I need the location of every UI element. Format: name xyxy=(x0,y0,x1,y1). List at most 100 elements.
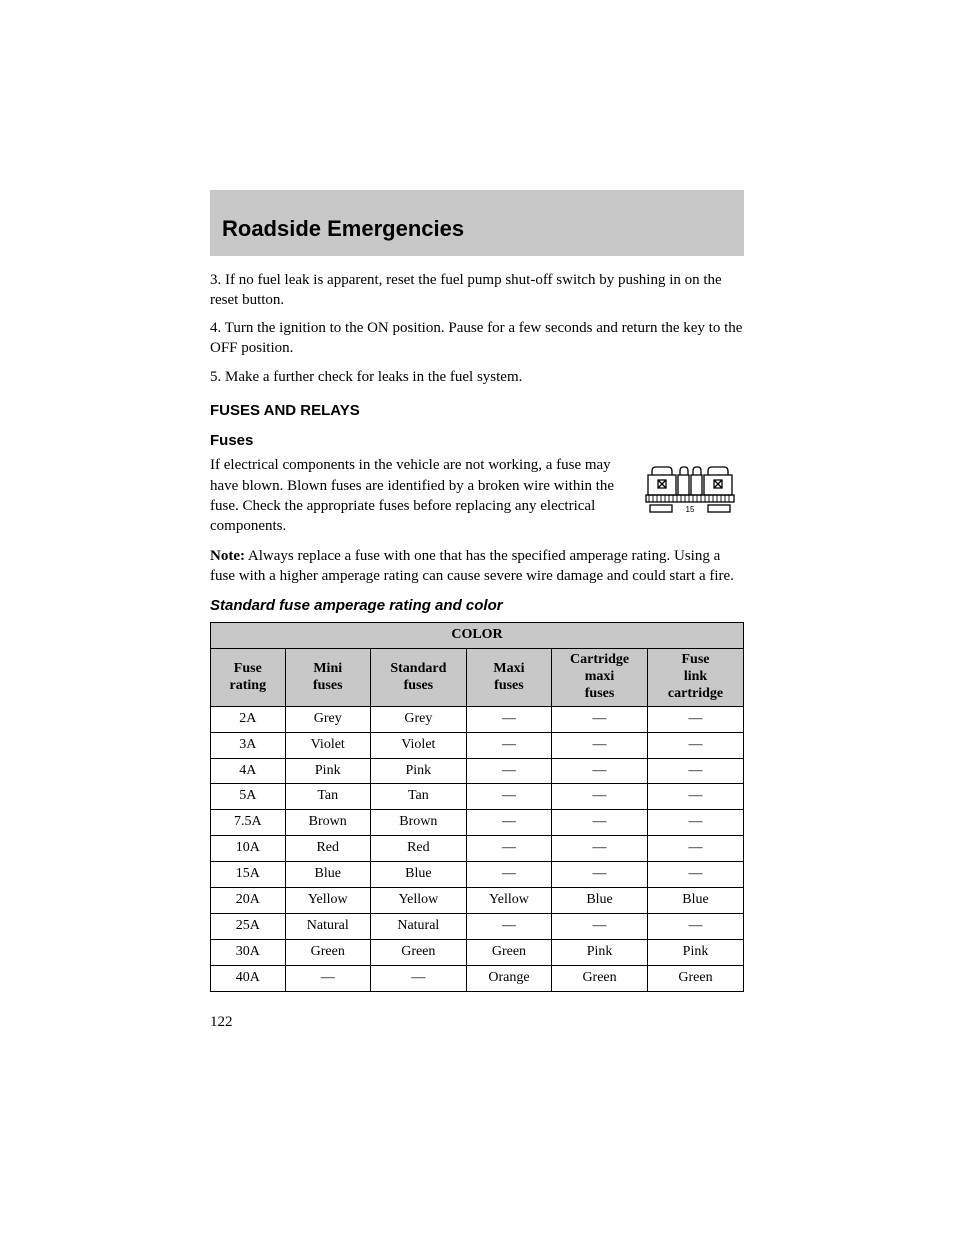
table-cell: — xyxy=(552,862,648,888)
table-cell: Natural xyxy=(285,913,370,939)
table-cell: — xyxy=(466,758,551,784)
table-cell: Yellow xyxy=(285,887,370,913)
table-cell: 4A xyxy=(211,758,286,784)
table-row: 30AGreenGreenGreenPinkPink xyxy=(211,939,744,965)
table-cell: Tan xyxy=(370,784,466,810)
table-cell: 15A xyxy=(211,862,286,888)
fuse-color-table: COLOR FuseratingMinifusesStandardfusesMa… xyxy=(210,622,744,991)
table-cell: Blue xyxy=(648,887,744,913)
table-cell: — xyxy=(552,758,648,784)
table-cell: Brown xyxy=(285,810,370,836)
table-cell: — xyxy=(370,965,466,991)
table-cell: Pink xyxy=(370,758,466,784)
table-row: 10ARedRed——— xyxy=(211,836,744,862)
page-number: 122 xyxy=(210,1012,744,1032)
table-cell: — xyxy=(552,836,648,862)
table-cell: 30A xyxy=(211,939,286,965)
page-header-bar: Roadside Emergencies xyxy=(210,190,744,256)
table-cell: — xyxy=(648,862,744,888)
table-heading: Standard fuse amperage rating and color xyxy=(210,596,744,616)
table-cell: Green xyxy=(648,965,744,991)
table-cell: — xyxy=(466,784,551,810)
table-row: 40A——OrangeGreenGreen xyxy=(211,965,744,991)
table-cell: Natural xyxy=(370,913,466,939)
table-cell: — xyxy=(552,706,648,732)
table-cell: Violet xyxy=(285,732,370,758)
fuse-diagram-label: 15 xyxy=(686,505,695,514)
table-cell: — xyxy=(466,836,551,862)
table-cell: 25A xyxy=(211,913,286,939)
note-text: Always replace a fuse with one that has … xyxy=(210,548,734,584)
table-cell: Green xyxy=(285,939,370,965)
table-cell: Grey xyxy=(285,706,370,732)
table-cell: Red xyxy=(285,836,370,862)
table-col-header: Fuserating xyxy=(211,649,286,706)
table-row: 5ATanTan——— xyxy=(211,784,744,810)
table-cell: 7.5A xyxy=(211,810,286,836)
table-col-header: Cartridgemaxifuses xyxy=(552,649,648,706)
table-cell: Blue xyxy=(285,862,370,888)
table-cell: 3A xyxy=(211,732,286,758)
table-cell: — xyxy=(552,810,648,836)
table-cell: — xyxy=(648,732,744,758)
table-cell: Orange xyxy=(466,965,551,991)
table-col-header: Standardfuses xyxy=(370,649,466,706)
table-cell: Green xyxy=(552,965,648,991)
table-cell: — xyxy=(648,706,744,732)
table-cell: — xyxy=(552,732,648,758)
table-header-row: FuseratingMinifusesStandardfusesMaxifuse… xyxy=(211,649,744,706)
table-cell: Blue xyxy=(370,862,466,888)
table-super-header-row: COLOR xyxy=(211,623,744,649)
fuse-diagram-icon: 15 xyxy=(634,461,744,537)
fuses-intro: If electrical components in the vehicle … xyxy=(210,455,620,536)
step-4: 4. Turn the ignition to the ON position.… xyxy=(210,318,744,359)
table-col-header: Minifuses xyxy=(285,649,370,706)
table-cell: 40A xyxy=(211,965,286,991)
table-cell: Tan xyxy=(285,784,370,810)
table-row: 15ABlueBlue——— xyxy=(211,862,744,888)
table-row: 7.5ABrownBrown——— xyxy=(211,810,744,836)
table-col-header: Fuselinkcartridge xyxy=(648,649,744,706)
section-heading-fuses-relays: FUSES AND RELAYS xyxy=(210,401,744,421)
table-cell: Red xyxy=(370,836,466,862)
table-cell: — xyxy=(648,784,744,810)
table-row: 25ANaturalNatural——— xyxy=(211,913,744,939)
table-cell: — xyxy=(466,732,551,758)
table-super-header: COLOR xyxy=(211,623,744,649)
table-cell: Grey xyxy=(370,706,466,732)
step-5: 5. Make a further check for leaks in the… xyxy=(210,367,744,387)
table-cell: Blue xyxy=(552,887,648,913)
table-cell: Green xyxy=(370,939,466,965)
table-cell: — xyxy=(466,913,551,939)
table-cell: — xyxy=(552,913,648,939)
table-cell: Brown xyxy=(370,810,466,836)
table-cell: Pink xyxy=(648,939,744,965)
step-3: 3. If no fuel leak is apparent, reset th… xyxy=(210,270,744,311)
table-cell: Green xyxy=(466,939,551,965)
table-cell: 5A xyxy=(211,784,286,810)
table-cell: Yellow xyxy=(370,887,466,913)
table-row: 2AGreyGrey——— xyxy=(211,706,744,732)
table-cell: — xyxy=(466,862,551,888)
table-cell: — xyxy=(285,965,370,991)
table-col-header: Maxifuses xyxy=(466,649,551,706)
table-cell: Pink xyxy=(285,758,370,784)
table-cell: — xyxy=(648,836,744,862)
table-row: 3AVioletViolet——— xyxy=(211,732,744,758)
table-cell: — xyxy=(552,784,648,810)
table-cell: 20A xyxy=(211,887,286,913)
table-cell: Yellow xyxy=(466,887,551,913)
table-cell: — xyxy=(648,810,744,836)
subheading-fuses: Fuses xyxy=(210,431,744,451)
table-cell: — xyxy=(466,706,551,732)
page-title: Roadside Emergencies xyxy=(222,214,732,244)
note-label: Note: xyxy=(210,548,245,564)
fuses-note: Note: Always replace a fuse with one tha… xyxy=(210,546,744,587)
table-cell: Violet xyxy=(370,732,466,758)
table-cell: Pink xyxy=(552,939,648,965)
table-cell: — xyxy=(466,810,551,836)
table-row: 20AYellowYellowYellowBlueBlue xyxy=(211,887,744,913)
table-cell: 2A xyxy=(211,706,286,732)
table-cell: — xyxy=(648,913,744,939)
table-cell: — xyxy=(648,758,744,784)
